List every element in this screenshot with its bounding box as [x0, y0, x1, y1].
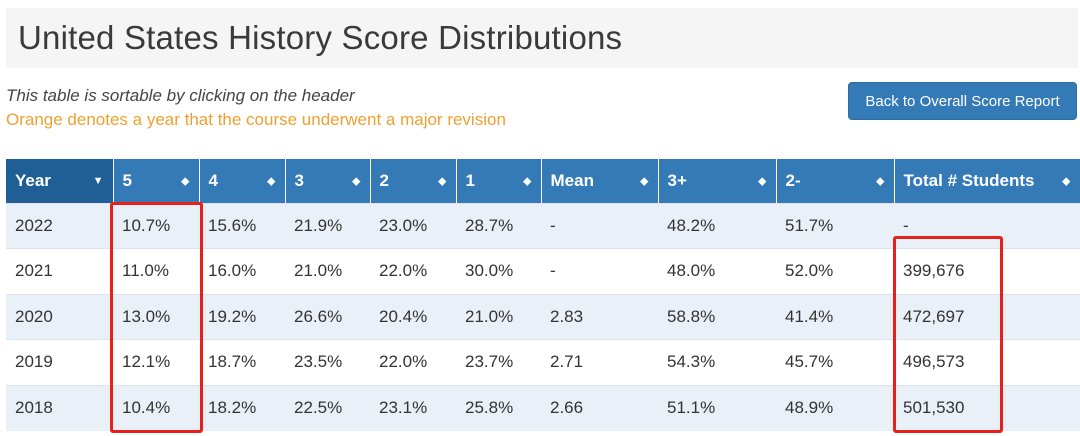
- cell-score-1: 28.7%: [456, 202, 541, 249]
- cell-total-students: 472,697: [894, 293, 1080, 340]
- cell-score-3: 21.9%: [285, 202, 370, 249]
- column-header-label: 3+: [667, 170, 687, 190]
- cell-score-1: 23.7%: [456, 339, 541, 385]
- column-header-label: Mean: [550, 170, 594, 190]
- table-row: 2018 10.4% 18.2% 22.5% 23.1% 25.8% 2.66 …: [6, 384, 1080, 431]
- sort-icon: ◆: [1062, 175, 1071, 188]
- revision-note: Orange denotes a year that the course un…: [6, 110, 506, 129]
- cell-score-3: 22.5%: [285, 384, 370, 431]
- cell-score-2: 20.4%: [370, 293, 456, 340]
- cell-3-plus: 54.3%: [658, 339, 776, 385]
- page-title: United States History Score Distribution…: [18, 19, 623, 56]
- cell-total-students: -: [894, 202, 1080, 249]
- column-header-score-1[interactable]: 1 ◆: [456, 159, 542, 203]
- column-header-mean[interactable]: Mean ◆: [541, 159, 659, 203]
- column-header-score-5[interactable]: 5 ◆: [113, 159, 200, 203]
- cell-year: 2019: [6, 339, 113, 385]
- total-students-highlight-box: [893, 236, 1003, 433]
- score-5-highlight-box: [110, 202, 203, 433]
- cell-year: 2020: [6, 293, 113, 340]
- column-header-year[interactable]: Year ▼: [6, 159, 114, 203]
- cell-score-2: 23.1%: [370, 384, 456, 431]
- cell-2-minus: 48.9%: [776, 384, 894, 431]
- column-header-label: Year: [15, 170, 51, 190]
- cell-3-plus: 48.0%: [658, 248, 776, 294]
- column-header-label: 1: [465, 170, 475, 190]
- column-header-label: 5: [122, 170, 132, 190]
- column-header-total-students[interactable]: Total # Students ◆: [894, 159, 1080, 203]
- cell-score-2: 22.0%: [370, 339, 456, 385]
- cell-3-plus: 58.8%: [658, 293, 776, 340]
- table-row: 2021 11.0% 16.0% 21.0% 22.0% 30.0% - 48.…: [6, 248, 1080, 294]
- column-header-label: 2: [379, 170, 389, 190]
- cell-mean: 2.71: [541, 339, 658, 385]
- cell-2-minus: 51.7%: [776, 202, 894, 249]
- column-header-label: Total # Students: [903, 170, 1035, 190]
- sort-icon: ◆: [523, 175, 532, 188]
- column-header-label: 4: [208, 170, 218, 190]
- cell-year: 2021: [6, 248, 113, 294]
- column-header-score-4[interactable]: 4 ◆: [199, 159, 286, 203]
- cell-score-1: 25.8%: [456, 384, 541, 431]
- cell-mean: -: [541, 202, 658, 249]
- cell-mean: 2.83: [541, 293, 658, 340]
- score-distribution-table: Year ▼ 5 ◆ 4 ◆ 3 ◆ 2 ◆ 1 ◆ Mean ◆ 3+ ◆ 2- ◆ Total…: [6, 159, 1080, 431]
- column-header-score-2[interactable]: 2 ◆: [370, 159, 457, 203]
- table-header-row: Year ▼ 5 ◆ 4 ◆ 3 ◆ 2 ◆ 1 ◆ Mean ◆ 3+ ◆ 2- ◆ Total…: [6, 159, 1080, 203]
- column-header-score-3[interactable]: 3 ◆: [285, 159, 371, 203]
- sort-icon: ◆: [352, 175, 361, 188]
- cell-score-3: 26.6%: [285, 293, 370, 340]
- cell-score-4: 15.6%: [199, 202, 285, 249]
- cell-score-5: 11.0%: [113, 248, 199, 294]
- cell-score-4: 19.2%: [199, 293, 285, 340]
- sort-down-icon: ▼: [92, 174, 104, 187]
- cell-score-4: 18.7%: [199, 339, 285, 385]
- cell-year: 2018: [6, 384, 113, 431]
- table-row: 2019 12.1% 18.7% 23.5% 22.0% 23.7% 2.71 …: [6, 339, 1080, 385]
- cell-score-3: 21.0%: [285, 248, 370, 294]
- cell-total-students: 501,530: [894, 384, 1080, 431]
- cell-3-plus: 48.2%: [658, 202, 776, 249]
- cell-score-2: 22.0%: [370, 248, 456, 294]
- cell-year: 2022: [6, 202, 113, 249]
- cell-score-3: 23.5%: [285, 339, 370, 385]
- cell-total-students: 399,676: [894, 248, 1080, 294]
- cell-mean: -: [541, 248, 658, 294]
- sort-icon: ◆: [267, 175, 276, 188]
- cell-2-minus: 41.4%: [776, 293, 894, 340]
- back-to-overall-report-button[interactable]: Back to Overall Score Report: [848, 82, 1077, 120]
- sortable-note: This table is sortable by clicking on th…: [6, 86, 355, 105]
- sort-icon: ◆: [640, 175, 649, 188]
- sort-icon: ◆: [438, 175, 447, 188]
- cell-score-5: 10.4%: [113, 384, 199, 431]
- title-bar: United States History Score Distribution…: [6, 8, 1078, 68]
- cell-total-students: 496,573: [894, 339, 1080, 385]
- cell-3-plus: 51.1%: [658, 384, 776, 431]
- cell-score-1: 21.0%: [456, 293, 541, 340]
- cell-score-4: 16.0%: [199, 248, 285, 294]
- table-row: 2020 13.0% 19.2% 26.6% 20.4% 21.0% 2.83 …: [6, 293, 1080, 340]
- sort-icon: ◆: [181, 175, 190, 188]
- sort-icon: ◆: [876, 175, 885, 188]
- cell-score-5: 12.1%: [113, 339, 199, 385]
- cell-score-5: 10.7%: [113, 202, 199, 249]
- column-header-label: 3: [294, 170, 304, 190]
- column-header-2-minus[interactable]: 2- ◆: [776, 159, 895, 203]
- column-header-label: 2-: [785, 170, 801, 190]
- cell-score-5: 13.0%: [113, 293, 199, 340]
- cell-2-minus: 45.7%: [776, 339, 894, 385]
- sort-icon: ◆: [758, 175, 767, 188]
- cell-score-1: 30.0%: [456, 248, 541, 294]
- cell-mean: 2.66: [541, 384, 658, 431]
- cell-score-2: 23.0%: [370, 202, 456, 249]
- cell-score-4: 18.2%: [199, 384, 285, 431]
- cell-2-minus: 52.0%: [776, 248, 894, 294]
- table-row: 2022 10.7% 15.6% 21.9% 23.0% 28.7% - 48.…: [6, 202, 1080, 249]
- column-header-3-plus[interactable]: 3+ ◆: [658, 159, 777, 203]
